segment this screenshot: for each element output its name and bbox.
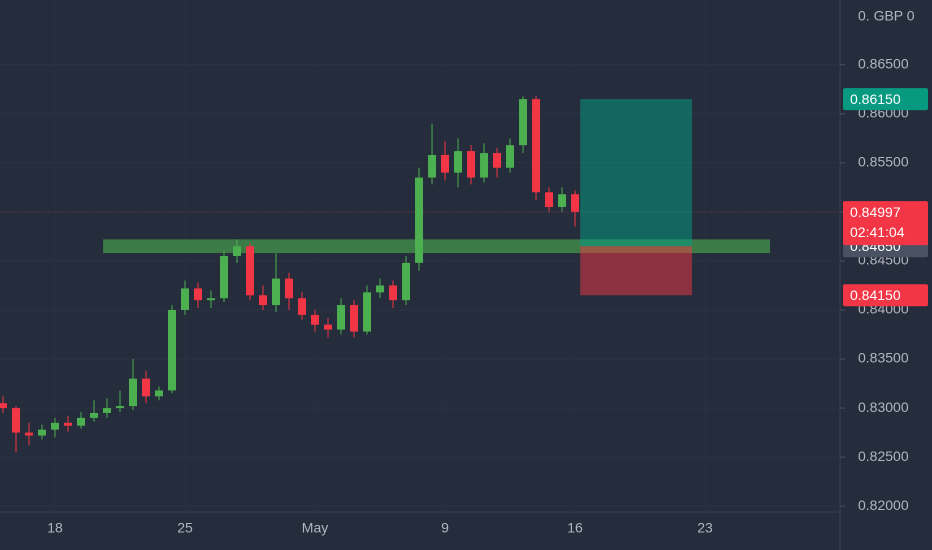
candle-body — [259, 295, 268, 306]
x-tick-label: 23 — [697, 520, 713, 536]
candle-body — [415, 177, 424, 263]
candle-body — [324, 324, 333, 330]
candle-body — [350, 305, 359, 332]
candle-body — [428, 154, 437, 178]
y-tick-label: 0.85500 — [858, 154, 909, 170]
stop-badge — [843, 284, 928, 307]
countdown-label: 02:41:04 — [850, 224, 905, 240]
x-tick-label: 16 — [567, 520, 583, 536]
candle-body — [311, 314, 320, 325]
stop-label: 0.84150 — [850, 287, 901, 303]
candle-body — [76, 417, 85, 426]
candle-body — [89, 412, 98, 418]
candle-body — [519, 99, 528, 146]
candle-body — [506, 145, 515, 168]
candle-body — [532, 99, 541, 193]
candle-body — [194, 288, 203, 301]
y-tick-label: 0.82000 — [858, 497, 909, 513]
candle-body — [467, 151, 476, 178]
target-label: 0.86150 — [850, 91, 901, 107]
candle-body — [571, 194, 580, 212]
candle-body — [272, 278, 281, 306]
candle-body — [116, 406, 124, 409]
candle-body — [558, 194, 567, 207]
candle-body — [493, 153, 502, 168]
x-tick-label: 25 — [177, 520, 193, 536]
candle-body — [50, 422, 59, 430]
x-tick-label: 9 — [441, 520, 449, 536]
candle-body — [102, 408, 111, 413]
candle-body — [0, 403, 7, 409]
candle-body — [63, 422, 72, 426]
candle-body — [37, 429, 46, 436]
candle-body — [129, 378, 138, 407]
candle-body — [285, 278, 294, 299]
loss-zone — [580, 246, 693, 296]
candle-body — [441, 154, 450, 173]
candle-body — [454, 151, 463, 173]
candle-body — [168, 309, 177, 391]
candle-body — [142, 378, 151, 397]
candle-body — [363, 292, 372, 332]
candle-body — [24, 432, 33, 436]
candle-body — [298, 298, 307, 315]
candle-body — [181, 288, 190, 310]
candle-body — [155, 390, 164, 397]
last-price-label: 0.84997 — [850, 204, 901, 220]
candle-body — [545, 192, 554, 207]
candle-body — [246, 246, 255, 296]
currency-label: 0. GBP 0 — [858, 8, 915, 24]
y-tick-label: 0.82500 — [858, 448, 909, 464]
candle-body — [11, 408, 20, 433]
y-tick-label: 0.83000 — [858, 399, 909, 415]
candle-body — [207, 298, 216, 301]
x-tick-label: 18 — [47, 520, 63, 536]
candle-body — [389, 285, 398, 301]
last-price-badge — [843, 201, 928, 246]
y-tick-label: 0.86500 — [858, 55, 909, 71]
candle-body — [220, 256, 229, 299]
target-badge — [843, 88, 928, 111]
candle-body — [337, 305, 346, 330]
candle-body — [480, 153, 489, 178]
profit-zone — [580, 99, 693, 247]
candle-body — [376, 285, 385, 293]
candle-body — [402, 262, 411, 301]
x-tick-label: May — [302, 520, 328, 536]
candle-body — [233, 246, 242, 257]
y-tick-label: 0.83500 — [858, 350, 909, 366]
